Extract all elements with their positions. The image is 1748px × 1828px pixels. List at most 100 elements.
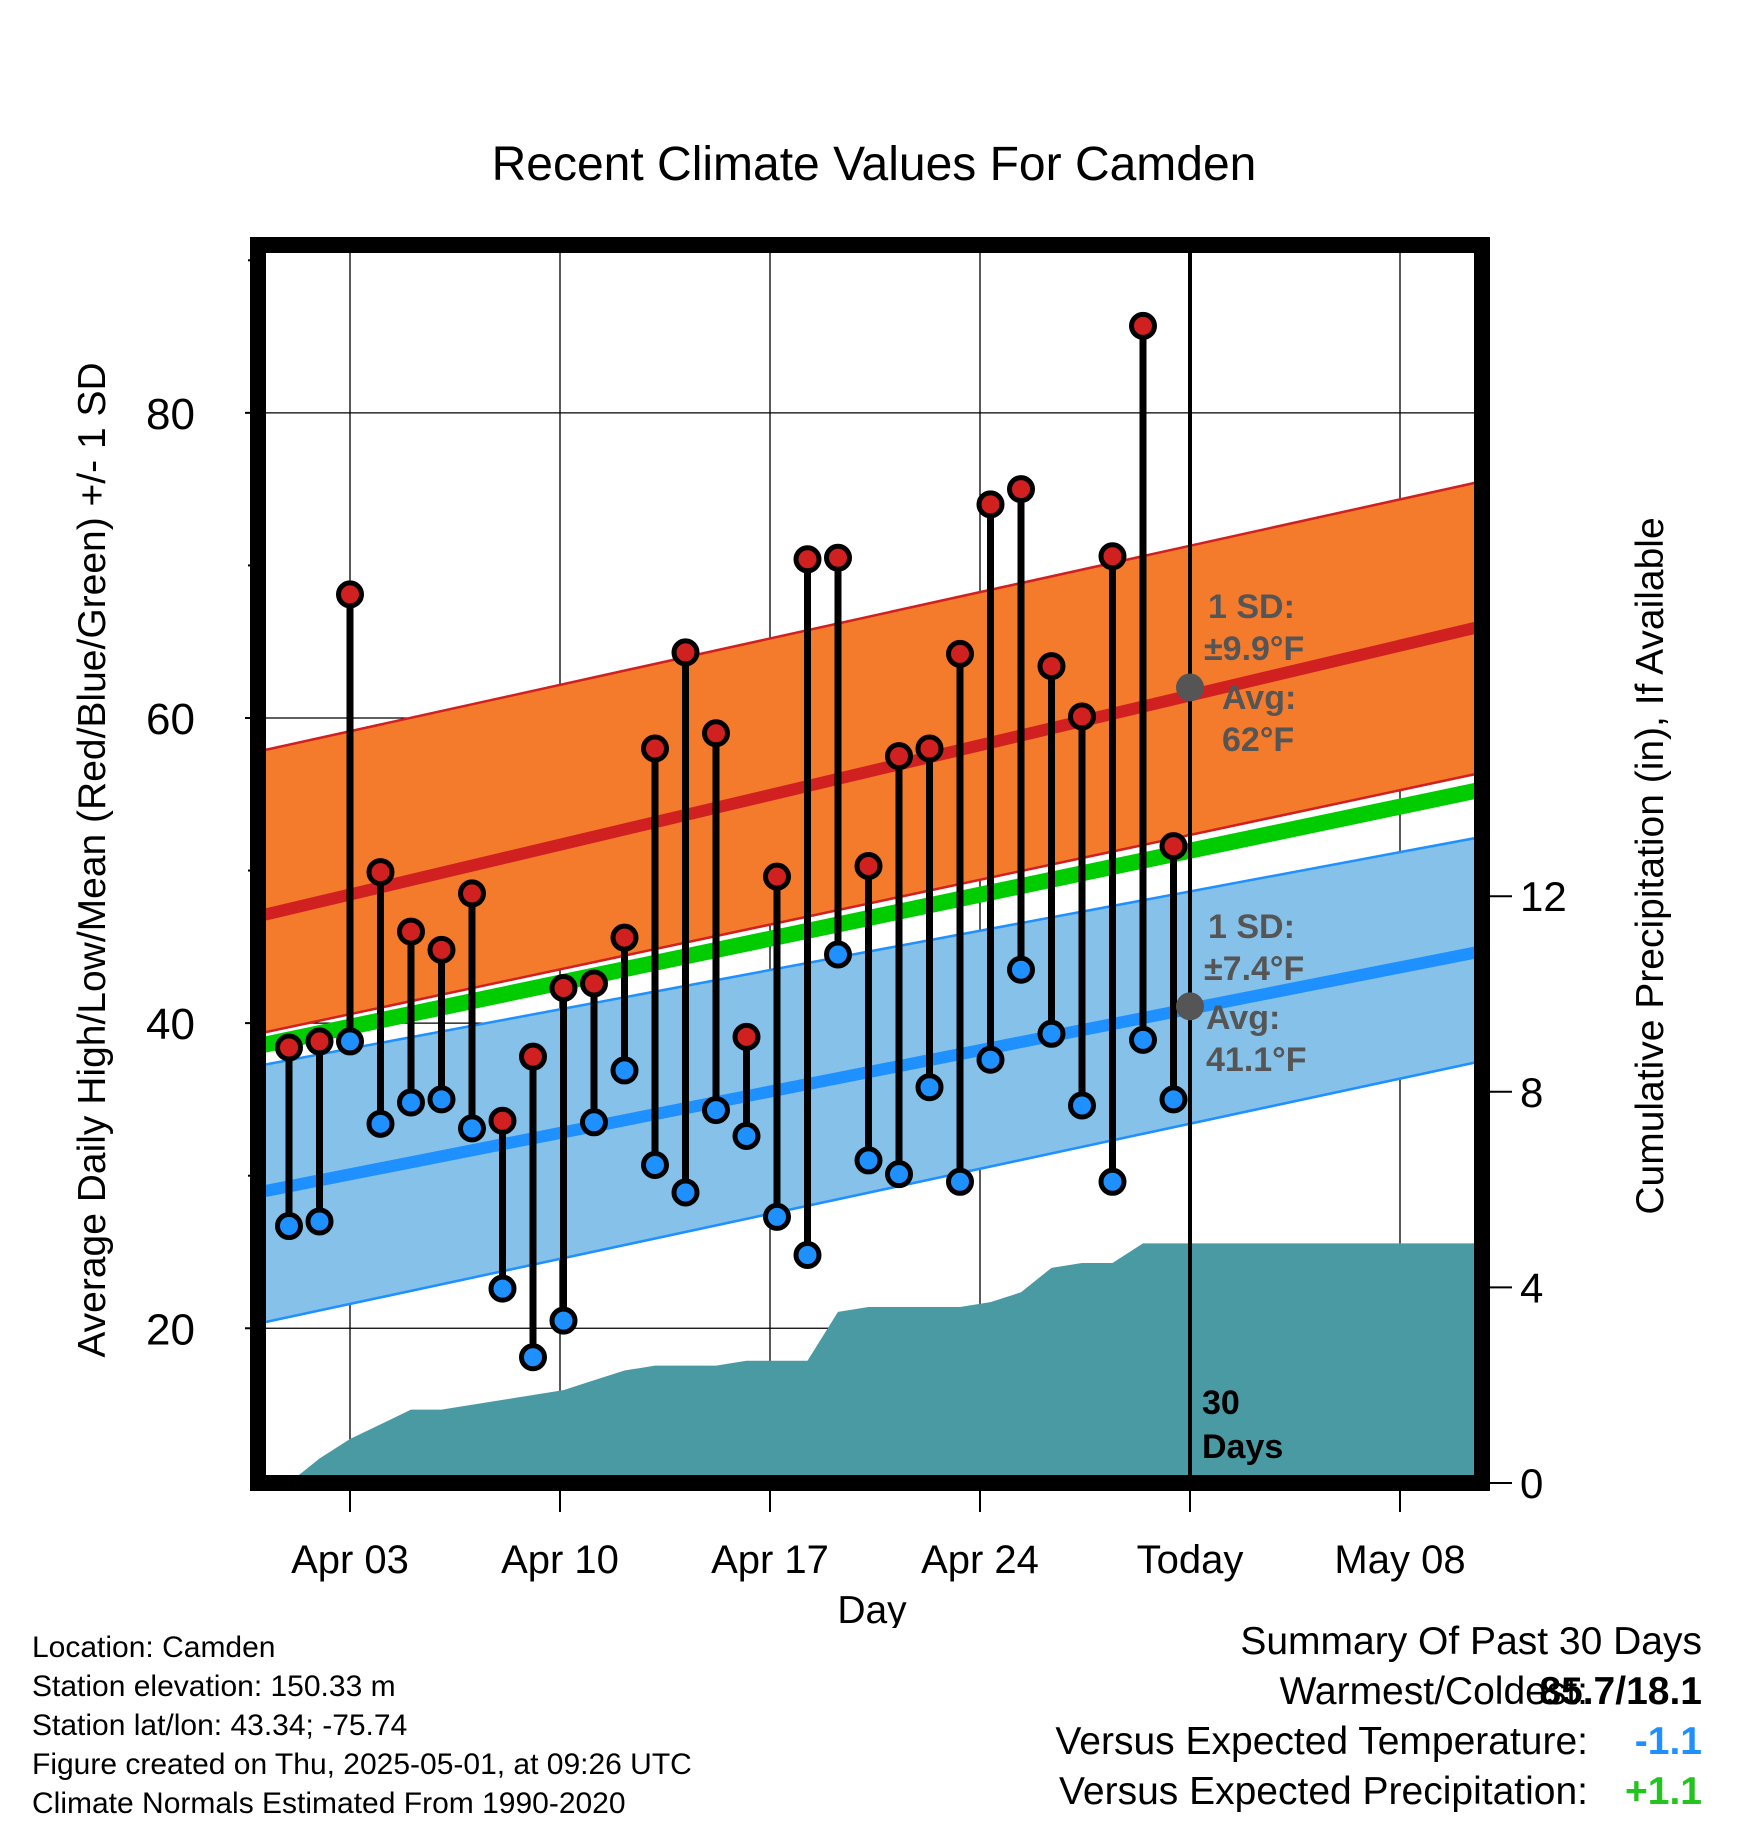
plot-frame [250, 237, 1490, 1491]
days-label: Days [1202, 1428, 1283, 1466]
high-sd-upper-line [258, 480, 1482, 753]
low-point [366, 1109, 395, 1138]
summary-row-warmest-coldest: Warmest/Coldest: 85.7/18.1 [1028, 1670, 1748, 1720]
low-point [824, 940, 852, 969]
low-avg-label: Avg: [1206, 999, 1280, 1037]
low-point [305, 1207, 334, 1236]
high-point [275, 1033, 303, 1062]
low-point [427, 1085, 456, 1114]
low-point [488, 1274, 517, 1303]
low-point [671, 1178, 700, 1207]
high-point [885, 742, 913, 771]
y2-tick-label: 8 [1520, 1069, 1543, 1116]
high-point [519, 1042, 547, 1071]
temp-label: Versus Expected Temperature: [1055, 1720, 1588, 1763]
high-point [427, 935, 456, 964]
low-point [763, 1202, 791, 1231]
low-sd-value: ±7.4°F [1204, 950, 1304, 988]
low-point [854, 1146, 883, 1175]
elevation-text: Station elevation: 150.33 m [32, 1670, 396, 1703]
low-point [641, 1151, 669, 1180]
high-point [549, 974, 578, 1003]
latlon-text: Station lat/lon: 43.34; -75.74 [32, 1709, 408, 1742]
low-avg-today-marker [1176, 992, 1204, 1021]
y-tick-label: 40 [146, 1000, 195, 1049]
low-point [732, 1122, 761, 1151]
high-point [702, 719, 730, 748]
precipitation-area [289, 1243, 1480, 1483]
low-point [1037, 1019, 1066, 1048]
low-point [793, 1241, 822, 1270]
precip-value: +1.1 [1625, 1770, 1702, 1813]
high-sd-value: ±9.9°F [1204, 630, 1304, 668]
low-point [1129, 1025, 1157, 1054]
high-point [946, 639, 974, 668]
summary-row-temperature: Versus Expected Temperature: -1.1 [1028, 1720, 1748, 1770]
high-point [336, 580, 364, 609]
chart-title: Recent Climate Values For Camden [492, 138, 1257, 191]
plot-area: 1 SD: ±9.9°F Avg: 62°F 1 SD: ±7.4°F Avg: 41.1°F… [146, 237, 1567, 1582]
high-point [976, 490, 1005, 519]
y-axis-label: Average Daily High/Low/Mean (Red/Blue/Gr… [71, 362, 114, 1357]
y-tick-label: 20 [146, 1305, 195, 1354]
high-point [824, 543, 852, 572]
low-point [946, 1167, 974, 1196]
low-point [549, 1306, 578, 1335]
high-avg-label: Avg: [1222, 679, 1296, 717]
high-point [580, 969, 608, 998]
high-point [641, 734, 669, 763]
y2-tick-label: 12 [1520, 873, 1567, 920]
low-sd-lower-line [258, 1060, 1482, 1325]
high-point [488, 1106, 517, 1135]
summary-title: Summary Of Past 30 Days [1240, 1620, 1702, 1663]
high-sd-band [258, 481, 1481, 1034]
low-point [885, 1160, 913, 1189]
low-point [397, 1088, 425, 1117]
summary-panel: Summary Of Past 30 Days Warmest/Coldest:… [1028, 1620, 1748, 1820]
summary-row-precipitation: Versus Expected Precipitation: +1.1 [1028, 1770, 1748, 1820]
created-text: Figure created on Thu, 2025-05-01, at 09… [32, 1748, 692, 1781]
high-point [1159, 832, 1188, 861]
x-axis-label: Day [837, 1589, 907, 1628]
high-point [763, 862, 791, 891]
x-tick-label: Apr 17 [711, 1538, 829, 1582]
location-text: Location: Camden [32, 1631, 276, 1664]
high-point [610, 923, 639, 952]
high-point [793, 545, 822, 574]
y2-axis-label: Cumulative Precipitation (in), If Availa… [1629, 517, 1672, 1214]
warmest-coldest-label: Warmest/Coldest: [1279, 1670, 1588, 1713]
low-point [915, 1073, 944, 1102]
low-point [519, 1343, 547, 1372]
low-point [610, 1056, 639, 1085]
high-point [366, 858, 395, 887]
high-point [671, 638, 700, 667]
low-avg-value: 41.1°F [1206, 1041, 1307, 1079]
high-point [397, 917, 425, 946]
high-point [305, 1027, 334, 1056]
normals-text: Climate Normals Estimated From 1990-2020 [32, 1787, 626, 1820]
high-point [1007, 475, 1035, 504]
low-sd-label: 1 SD: [1208, 908, 1295, 946]
high-normal-line [258, 620, 1482, 923]
low-point [458, 1114, 486, 1143]
x-tick-label: May 08 [1334, 1538, 1465, 1582]
low-point [1068, 1091, 1096, 1120]
plot-inner [258, 245, 1482, 1483]
x-tick-label: Today [1137, 1538, 1244, 1582]
high-point [732, 1022, 761, 1051]
high-avg-value: 62°F [1222, 721, 1294, 759]
warmest-coldest-value: 85.7/18.1 [1539, 1670, 1702, 1713]
x-tick-label: Apr 24 [921, 1538, 1039, 1582]
low-point [1159, 1085, 1188, 1114]
y2-tick-label: 0 [1520, 1460, 1543, 1507]
y-tick-label: 80 [146, 390, 195, 439]
high-avg-today-marker [1176, 673, 1204, 702]
high-point [1098, 542, 1127, 571]
y-tick-label: 60 [146, 695, 195, 744]
high-point [854, 851, 883, 880]
y2-tick-label: 4 [1520, 1264, 1543, 1311]
temp-value: -1.1 [1634, 1720, 1702, 1763]
high-point [458, 879, 486, 908]
low-point [275, 1212, 303, 1241]
low-point [1007, 955, 1035, 984]
